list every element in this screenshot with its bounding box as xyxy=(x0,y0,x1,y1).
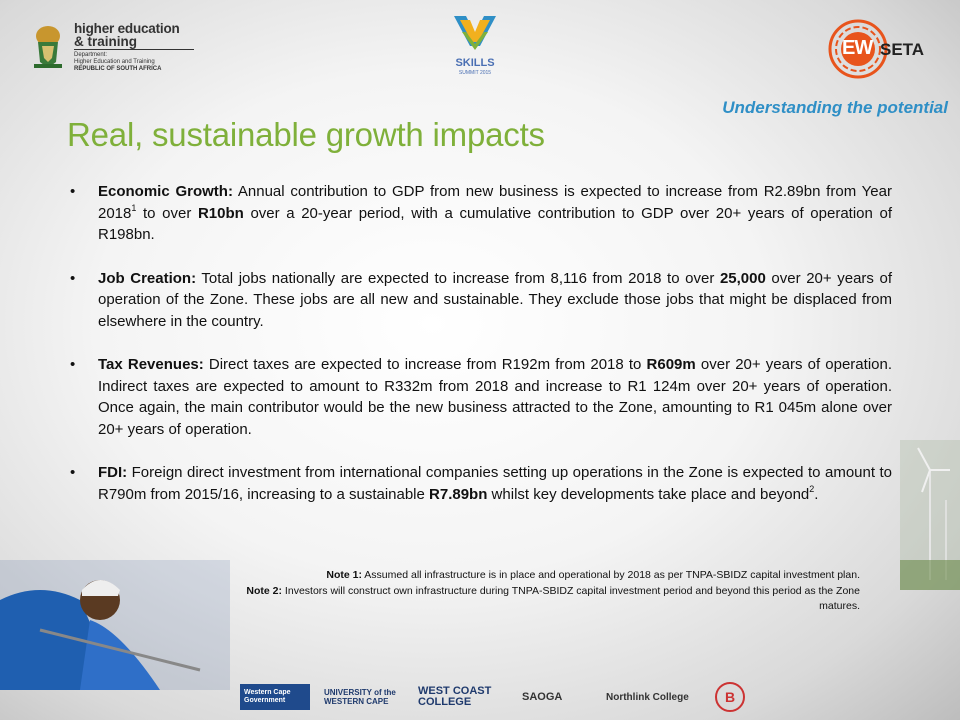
coat-of-arms-icon xyxy=(34,26,62,68)
note-2: Note 2: Investors will construct own inf… xyxy=(240,584,860,615)
bullet-text: Foreign direct investment from internati… xyxy=(98,464,892,503)
dhet-logo: higher education & training Department: … xyxy=(30,22,194,74)
uwc-logo: UNIVERSITY of the WESTERN CAPE xyxy=(324,688,396,706)
note-text: Assumed all infrastructure is in place a… xyxy=(361,569,860,581)
skills-sub: SUMMIT 2015 xyxy=(458,70,492,76)
note-label: Note 1: xyxy=(326,569,362,581)
footnote-ref: 1 xyxy=(131,202,137,213)
bullet-tax-revenues: • Tax Revenues: Direct taxes are expecte… xyxy=(70,354,892,440)
note-text: Investors will construct own infrastruct… xyxy=(282,584,860,613)
dhet-line1: higher education xyxy=(74,21,180,36)
bullet-text: over a 20-year period, with a cumulative… xyxy=(98,204,892,244)
bullet-text: . xyxy=(814,485,819,503)
skills-name: SKILLS xyxy=(455,57,495,69)
bullet-text: Annual contribution to GDP from new busi… xyxy=(98,183,892,222)
ewseta-seta: SETA xyxy=(880,40,925,59)
bullet-text: over 20+ years of operation of the Zone.… xyxy=(98,269,893,330)
partner-emblem-icon: B xyxy=(715,682,745,712)
dhet-text: higher education & training Department: … xyxy=(74,22,194,73)
tagline: Understanding the potential xyxy=(722,98,948,117)
bullet-text: whilst key developments take place and b… xyxy=(487,485,810,503)
wind-turbines-image xyxy=(900,440,960,590)
western-cape-logo: Western Cape Government xyxy=(240,684,310,710)
dhet-line3: Department: xyxy=(74,52,108,58)
partner-logos: Western Cape Government UNIVERSITY of th… xyxy=(240,680,860,714)
bullet-dot: • xyxy=(70,356,76,373)
skills-emblem-icon xyxy=(454,16,496,50)
bullet-text: Total jobs nationally are expected to in… xyxy=(196,269,720,287)
bullet-text: to over xyxy=(136,204,198,222)
bullet-highlight: 25,000 xyxy=(719,269,766,287)
saoga-logo: SAOGA xyxy=(522,691,563,703)
dhet-line4: Higher Education and Training xyxy=(74,59,155,65)
bullet-list: • Economic Growth: Annual contribution t… xyxy=(70,181,892,527)
page-title: Real, sustainable growth impacts xyxy=(67,116,545,153)
west-coast-college-logo: WEST COAST COLLEGE xyxy=(418,685,492,708)
ewseta-swirl-icon xyxy=(828,19,888,79)
note-label: Note 2: xyxy=(246,584,283,597)
northlink-college-logo: Northlink College xyxy=(606,691,689,703)
bullet-economic-growth: • Economic Growth: Annual contribution t… xyxy=(70,181,892,246)
footnotes: Note 1: Assumed all infrastructure is in… xyxy=(240,568,860,615)
skills-summit-logo: SKILLS SUMMIT 2015 xyxy=(440,10,510,84)
bullet-lead: Job Creation: xyxy=(98,269,197,287)
ewseta-logo: EW SETA xyxy=(828,18,928,80)
bullet-fdi: • FDI: Foreign direct investment from in… xyxy=(70,462,892,505)
note-1: Note 1: Assumed all infrastructure is in… xyxy=(240,568,860,584)
bullet-dot: • xyxy=(70,183,76,200)
bullet-lead: Tax Revenues: xyxy=(98,356,204,373)
bullet-lead: Economic Growth: xyxy=(98,183,233,200)
bullet-job-creation: • Job Creation: Total jobs nationally ar… xyxy=(70,268,892,333)
dhet-line2: & training xyxy=(74,35,194,50)
worker-photo xyxy=(0,560,230,690)
bullet-text: Direct taxes are expected to increase fr… xyxy=(203,356,647,373)
bullet-highlight: R609m xyxy=(646,356,696,373)
dhet-line5: REPUBLIC OF SOUTH AFRICA xyxy=(74,66,162,72)
bullet-dot: • xyxy=(70,464,76,481)
ewseta-ew: EW xyxy=(842,37,873,59)
bullet-highlight: R7.89bn xyxy=(429,485,488,503)
bullet-text: over 20+ years of operation. Indirect ta… xyxy=(98,356,892,438)
bullet-dot: • xyxy=(70,269,76,287)
footnote-ref: 2 xyxy=(809,483,815,494)
bullet-highlight: R10bn xyxy=(197,204,244,222)
bullet-lead: FDI: xyxy=(98,464,128,481)
